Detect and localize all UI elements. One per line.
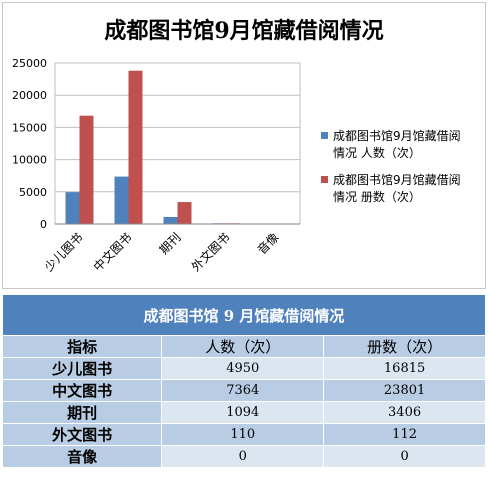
row-label: 中文图书	[1, 379, 163, 402]
bar-people	[163, 216, 178, 224]
bar-volumes	[128, 70, 143, 224]
table-header-volumes: 册数（次）	[323, 335, 486, 358]
row-volumes: 0	[323, 445, 486, 468]
row-volumes: 112	[323, 423, 486, 446]
x-tick-label: 少儿图书	[42, 230, 86, 274]
legend-swatch	[321, 176, 328, 183]
legend: 成都图书馆9月馆藏借阅情况 人数（次） 成都图书馆9月馆藏借阅情况 册数（次）	[321, 128, 461, 204]
row-volumes: 16815	[323, 357, 486, 380]
row-label: 期刊	[1, 401, 163, 424]
bar-volumes	[177, 202, 192, 224]
row-people: 0	[161, 445, 325, 468]
row-people: 7364	[161, 379, 325, 402]
x-tick-label: 期刊	[157, 230, 184, 257]
row-label: 外文图书	[1, 423, 163, 446]
data-table: 成都图书馆 9 月馆藏借阅情况 指标 人数（次） 册数（次） 少儿图书 4950…	[1, 294, 486, 468]
x-tick-label: 中文图书	[90, 230, 135, 275]
table-title: 成都图书馆 9 月馆藏借阅情况	[2, 294, 486, 336]
row-volumes: 23801	[323, 379, 486, 402]
table-row: 少儿图书 4950 16815	[1, 357, 486, 380]
bar-volumes	[79, 115, 94, 224]
table-row: 中文图书 7364 23801	[1, 379, 486, 402]
y-tick-label: 25000	[12, 57, 47, 70]
bar-people	[114, 176, 129, 224]
row-label: 少儿图书	[1, 357, 163, 380]
bar-people	[65, 192, 80, 224]
bars	[65, 70, 241, 224]
table-row: 外文图书 110 112	[1, 423, 486, 446]
x-tick-label: 音像	[254, 230, 282, 258]
row-people: 110	[161, 423, 325, 446]
y-tick-label: 5000	[19, 186, 47, 199]
legend-swatch	[321, 132, 328, 139]
row-label: 音像	[1, 445, 163, 468]
row-people: 1094	[161, 401, 325, 424]
data-table-container: 成都图书馆 9 月馆藏借阅情况 指标 人数（次） 册数（次） 少儿图书 4950…	[1, 294, 486, 468]
table-header-indicator: 指标	[1, 335, 163, 358]
y-tick-label: 0	[40, 218, 47, 231]
x-tick-label: 外文图书	[188, 230, 233, 275]
legend-label: 成都图书馆9月馆藏借阅情况 册数（次）	[333, 172, 461, 204]
row-volumes: 3406	[323, 401, 486, 424]
chart-title: 成都图书馆9月馆藏借阅情况	[104, 18, 384, 44]
table-header-people: 人数（次）	[161, 335, 325, 358]
bar-chart: 0 5000 10000 15000 20000 25000 少儿图书 中文图书 期刊 外文图书音…	[12, 57, 461, 275]
legend-label: 成都图书馆9月馆藏借阅情况 人数（次）	[333, 128, 461, 160]
y-tick-label: 10000	[12, 154, 47, 167]
row-people: 4950	[161, 357, 325, 380]
table-row: 音像 0 0	[1, 445, 486, 468]
y-tick-label: 15000	[12, 121, 47, 134]
y-tick-label: 20000	[12, 89, 47, 102]
table-row: 期刊 1094 3406	[1, 401, 486, 424]
chart-frame: 成都图书馆9月馆藏借阅情况 0 5000 10000 15000 20000 25000 少…	[2, 2, 486, 289]
